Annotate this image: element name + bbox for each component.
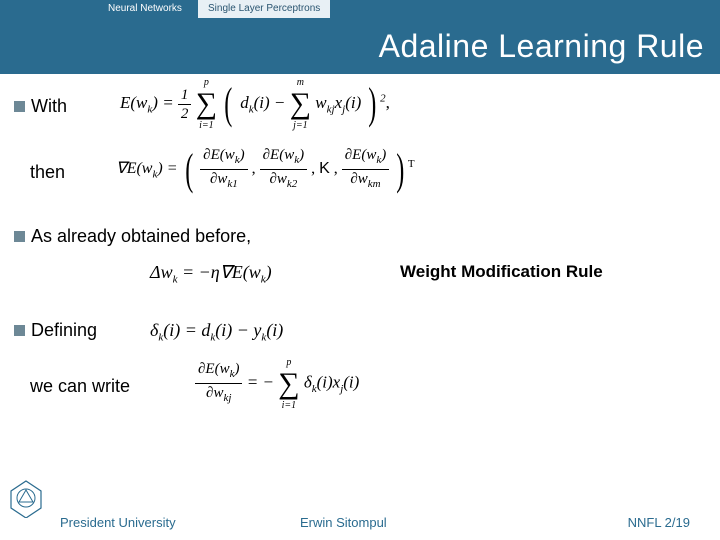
bullet-as-obtained: As already obtained before, xyxy=(14,226,251,247)
bullet-text-defining: Defining xyxy=(31,320,97,341)
f2p3c: ) xyxy=(381,147,386,163)
f2d1: ∂w xyxy=(210,171,227,187)
f5kj: kj xyxy=(223,392,231,404)
f5eq: = − xyxy=(247,372,274,391)
f2p2n: ∂E(w xyxy=(263,147,295,163)
f2c2: , xyxy=(311,160,319,177)
f3eq: = −η∇E(w xyxy=(177,262,260,282)
f5st: p xyxy=(286,357,291,368)
f4m: (i) − y xyxy=(215,320,261,340)
f3dw: Δw xyxy=(150,262,173,282)
header-bar: Neural Networks Single Layer Perceptrons… xyxy=(0,0,720,74)
formula-delta-def: δk(i) = dk(i) − yk(i) xyxy=(150,320,283,344)
bullet-with: With xyxy=(14,96,67,117)
f2k1: k1 xyxy=(227,178,237,190)
f2c1: , xyxy=(252,160,260,177)
f4i: (i) = d xyxy=(163,320,210,340)
bullet-defining: Defining xyxy=(14,320,97,341)
f5pn: ∂E(w xyxy=(198,361,230,377)
f2p1c: ) xyxy=(240,147,245,163)
f1-i: (i) − xyxy=(254,93,290,112)
f1-s1b: i=1 xyxy=(199,120,214,131)
f1-comma: , xyxy=(386,93,390,112)
bullet-text-asobt: As already obtained before, xyxy=(31,226,251,247)
f1-s1t: p xyxy=(204,77,209,88)
f2p3n: ∂E(w xyxy=(345,147,377,163)
footer-right: NNFL 2/19 xyxy=(628,515,690,530)
f1-wkj: kj xyxy=(327,103,335,115)
slide-title: Adaline Learning Rule xyxy=(379,28,704,65)
f1-x: x xyxy=(335,93,343,112)
tab-neural-networks: Neural Networks xyxy=(98,0,192,18)
f2p2c: ) xyxy=(299,147,304,163)
bullet-icon xyxy=(14,101,25,112)
footer: President University Erwin Sitompul NNFL… xyxy=(0,504,720,540)
f1-w: w xyxy=(315,93,326,112)
f2-eq: ) = xyxy=(157,160,181,177)
formula-partial-final: ∂E(wk) ∂wkj = − ∑pi=1 δk(i)xj(i) xyxy=(195,360,359,407)
footer-center: Erwin Sitompul xyxy=(300,515,387,530)
bullet-icon xyxy=(14,231,25,242)
f1-d: d xyxy=(240,93,249,112)
f2d2: ∂w xyxy=(269,171,286,187)
f3c: ) xyxy=(266,262,272,282)
f2d3: ∂w xyxy=(350,171,367,187)
university-logo-icon xyxy=(6,478,46,518)
f2T: T xyxy=(408,158,415,170)
f5e: (i) xyxy=(343,372,359,391)
f5m: (i)x xyxy=(317,372,341,391)
f5sb: i=1 xyxy=(282,400,297,411)
f1-eq: ) = xyxy=(152,93,178,112)
f1-lhs: E(w xyxy=(120,93,147,112)
f5d: δ xyxy=(304,372,312,391)
tab-single-layer: Single Layer Perceptrons xyxy=(198,0,330,18)
f2c3: , xyxy=(334,160,342,177)
f5c: ) xyxy=(234,361,239,377)
text-then: then xyxy=(30,162,65,183)
f1-den: 2 xyxy=(178,105,192,123)
f1-s2t: m xyxy=(297,77,304,88)
f2K: K xyxy=(319,160,330,177)
f1-i2: (i) xyxy=(345,93,361,112)
content-area: With E(wk) = 12 ∑pi=1 ( dk(i) − ∑mj=1 wk… xyxy=(0,74,720,504)
f2-grad: ∇E(w xyxy=(116,160,152,177)
f2km: km xyxy=(368,178,381,190)
f4e: (i) xyxy=(266,320,283,340)
f1-s2b: j=1 xyxy=(293,120,308,131)
f1-num: 1 xyxy=(178,86,192,105)
formula-error: E(wk) = 12 ∑pi=1 ( dk(i) − ∑mj=1 wkjxj(i… xyxy=(120,84,390,124)
formula-gradient: ∇E(wk) = ( ∂E(wk) ∂wk1 , ∂E(wk) ∂wk2 , K… xyxy=(116,146,415,193)
formula-delta-w: Δwk = −η∇E(wk) xyxy=(150,262,272,286)
text-wecanwrite: we can write xyxy=(30,376,130,397)
footer-left: President University xyxy=(60,515,176,530)
f5dw: ∂w xyxy=(206,385,223,401)
bullet-icon xyxy=(14,325,25,336)
f2k2: k2 xyxy=(287,178,297,190)
weight-mod-label: Weight Modification Rule xyxy=(400,262,603,282)
bullet-text-with: With xyxy=(31,96,67,117)
f2p1n: ∂E(w xyxy=(203,147,235,163)
